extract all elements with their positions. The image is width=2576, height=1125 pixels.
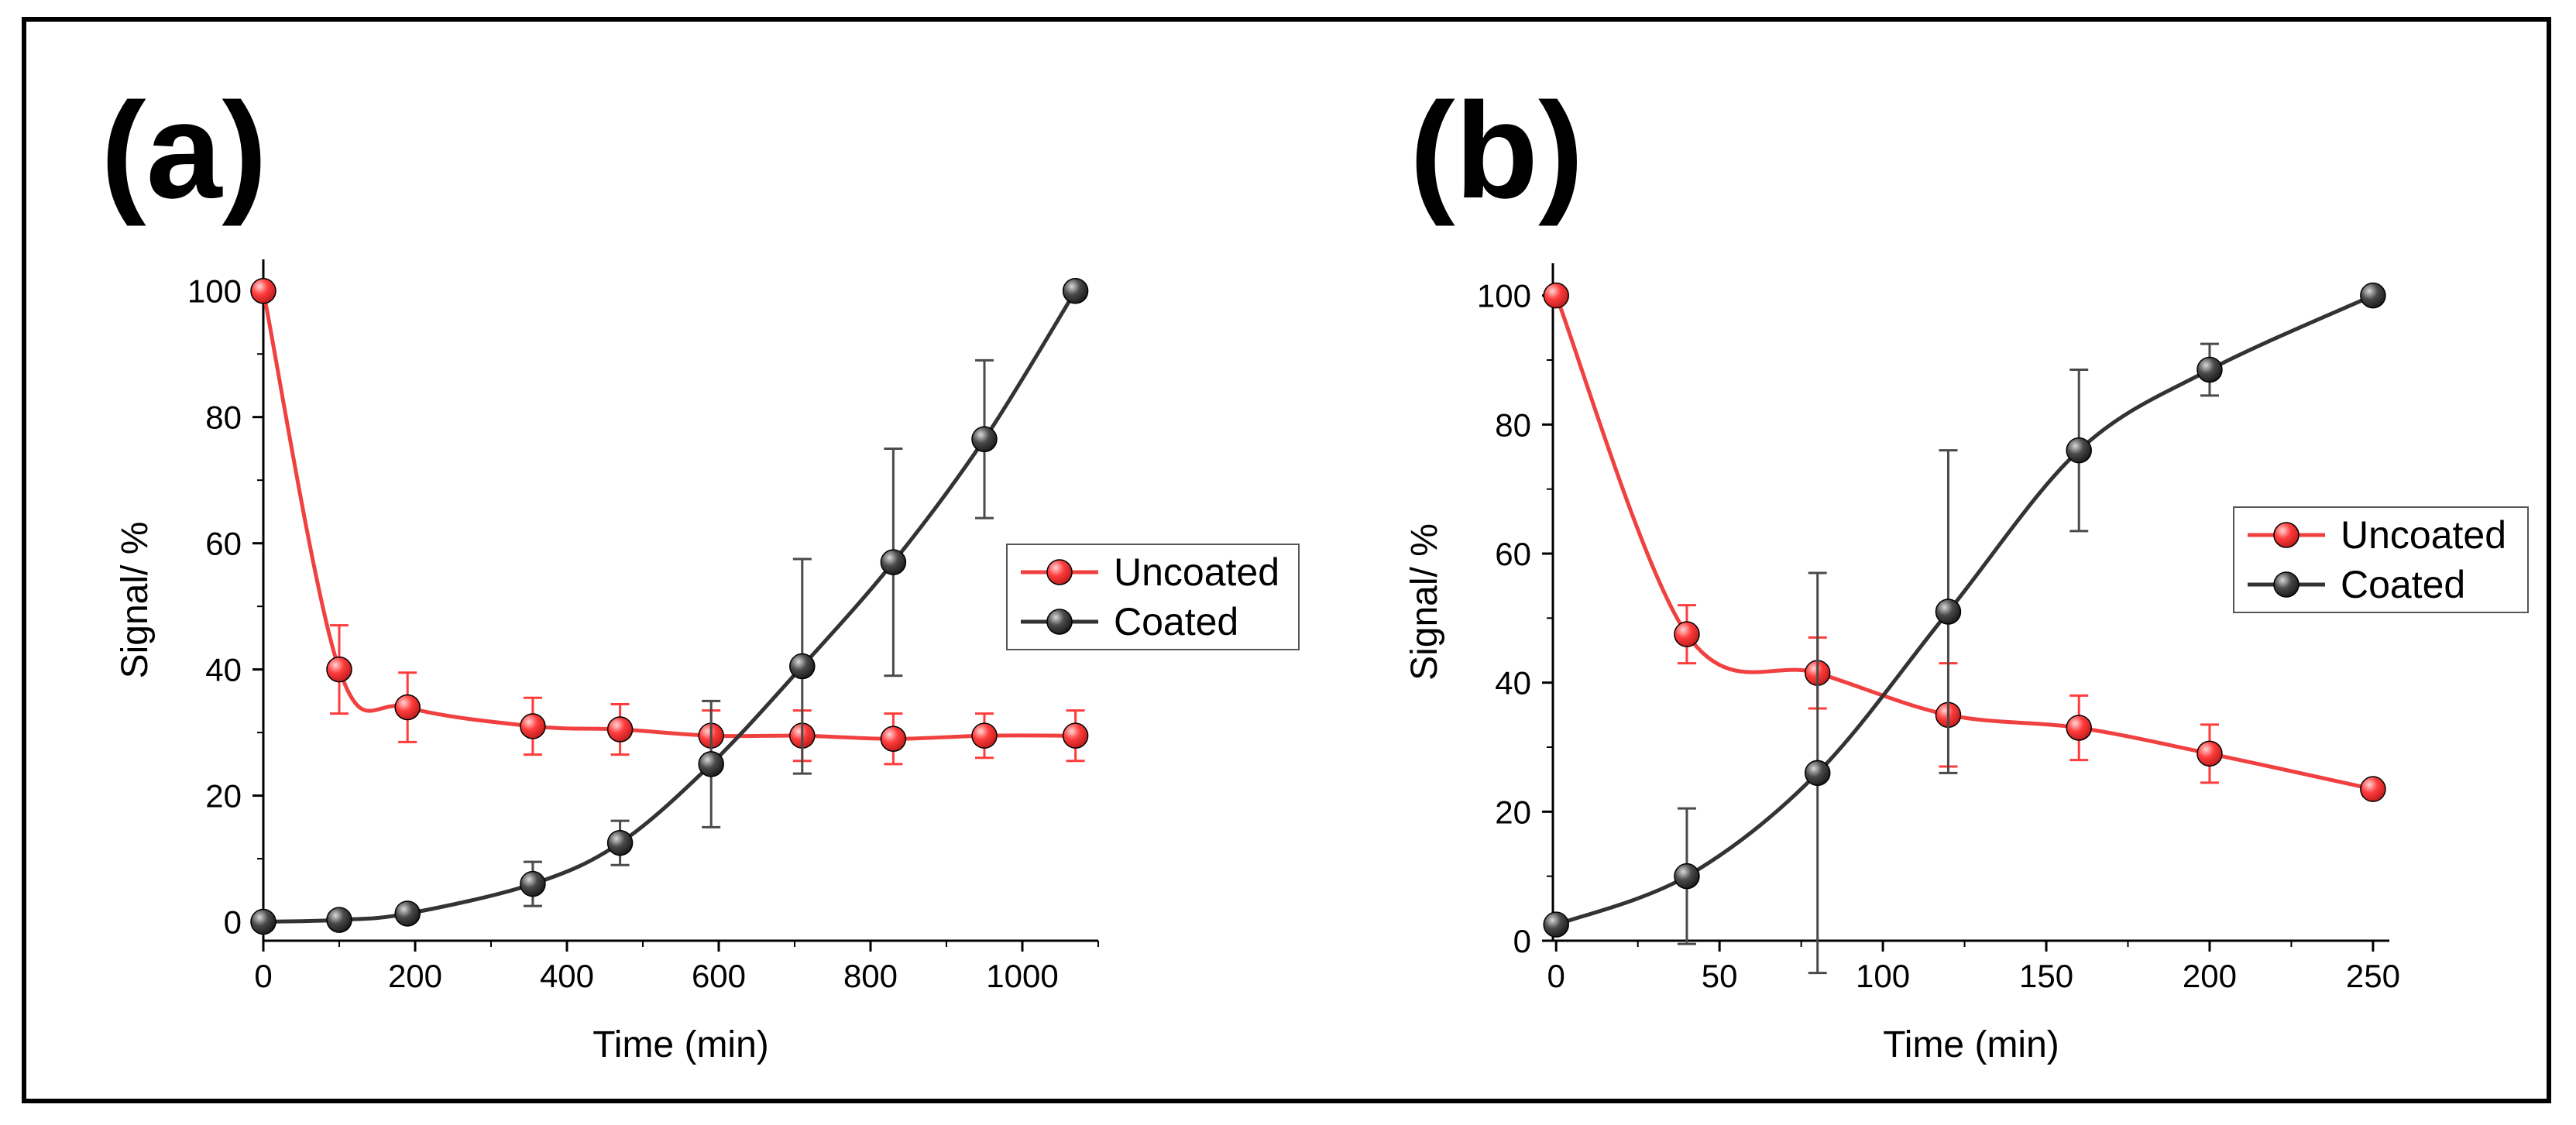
chart-a-uncoated-point-3 (520, 713, 546, 739)
chart-a-uncoated-point-2 (394, 694, 421, 721)
chart-b-legend-marker-1 (2273, 571, 2300, 598)
chart-a-ytick-label-80: 80 (205, 400, 242, 436)
chart-b-ytick-label-0: 0 (1513, 923, 1531, 959)
chart-a-ytick-label-60: 60 (205, 526, 242, 562)
chart-b-uncoated-point-5 (2196, 740, 2223, 767)
chart-b-uncoated-point-1 (1674, 621, 1700, 647)
chart-a-xtick-label-800: 800 (843, 958, 898, 994)
chart-a-coated-point-9 (1062, 277, 1089, 304)
chart-a-uncoated-line (261, 290, 1076, 741)
chart-b-xtick-label-200: 200 (2183, 958, 2237, 994)
chart-a-axes (252, 259, 1099, 952)
chart-b-uncoated-point-6 (2360, 776, 2386, 802)
chart-b-ylabel: Signal/ % (1404, 523, 1445, 681)
chart-a-uncoated-point-4 (606, 716, 634, 743)
chart-a-legend-coated: Coated (1114, 600, 1238, 643)
chart-b-ytick-label-80: 80 (1495, 406, 1531, 443)
chart-b-tick-labels: 0 20 40 60 80 100 0 50 100 150 200 250 (1477, 278, 2400, 994)
chart-b: 0 20 40 60 80 100 0 50 100 150 200 250 Time (min) S… (1404, 263, 2529, 1065)
chart-a-legend-marker-0 (1046, 559, 1073, 585)
chart-a-coated-point-6 (789, 653, 816, 680)
chart-a-coated-point-8 (971, 426, 998, 452)
chart-b-coated-point-2 (1804, 760, 1831, 787)
chart-a-legend-uncoated: Uncoated (1114, 550, 1279, 594)
chart-a-series (250, 277, 1089, 935)
chart-a-coated-point-3 (520, 870, 546, 897)
chart-b-coated-point-5 (2196, 356, 2223, 383)
chart-a-uncoated-point-1 (326, 656, 352, 683)
chart-a-uncoated-point-0 (250, 277, 276, 304)
chart-b-coated-point-0 (1543, 911, 1569, 938)
chart-b-xtick-label-100: 100 (1856, 958, 1910, 994)
chart-a-uncoated-point-7 (880, 725, 907, 753)
chart-b-uncoated-point-0 (1543, 282, 1569, 309)
chart-a-coated-point-7 (880, 549, 907, 575)
chart-a-legend: Uncoated Coated (1006, 544, 1300, 650)
chart-a-ytick-label-100: 100 (187, 273, 242, 310)
chart-a-ytick-label-40: 40 (205, 652, 242, 688)
chart-a-coated-point-1 (326, 907, 352, 933)
chart-a-coated-point-5 (698, 751, 724, 777)
chart-a-xlabel: Time (min) (592, 1024, 769, 1065)
chart-a-xtick-label-600: 600 (692, 958, 746, 994)
chart-b-coated-point-4 (2066, 437, 2092, 464)
chart-b-xtick-label-150: 150 (2019, 958, 2073, 994)
chart-a-uncoated-point-9 (1062, 722, 1089, 749)
chart-b-legend-coated: Coated (2341, 563, 2465, 606)
chart-a-xtick-label-0: 0 (254, 958, 272, 994)
chart-b-series (1543, 282, 2386, 975)
chart-a-coated-line (263, 290, 1077, 924)
panel-b-label: (b) (1410, 75, 1584, 227)
chart-b-xlabel: Time (min) (1883, 1024, 2059, 1065)
chart-b-xtick-label-0: 0 (1547, 958, 1565, 994)
chart-b-ytick-label-60: 60 (1495, 536, 1531, 572)
chart-b-ytick-label-20: 20 (1495, 794, 1531, 830)
chart-b-xtick-label-50: 50 (1702, 958, 1738, 994)
chart-b-ytick-label-40: 40 (1495, 665, 1531, 701)
chart-a-coated-point-4 (606, 829, 634, 856)
chart-b-xtick-label-250: 250 (2346, 958, 2400, 994)
chart-b-ytick-label-100: 100 (1477, 278, 1531, 314)
chart-b-uncoated-point-4 (2066, 715, 2092, 741)
chart-a-uncoated-point-8 (971, 722, 998, 749)
chart-a-coated-point-2 (394, 900, 421, 927)
chart-b-coated-point-3 (1935, 599, 1962, 625)
chart-b-coated-point-6 (2360, 282, 2386, 309)
chart-b-axes (1542, 263, 2389, 952)
chart-a-legend-marker-1 (1046, 609, 1073, 635)
chart-a-ytick-label-0: 0 (224, 904, 242, 941)
chart-a-xtick-label-1000: 1000 (986, 958, 1058, 994)
chart-a-xtick-label-200: 200 (388, 958, 442, 994)
chart-a-coated-point-0 (250, 908, 276, 935)
chart-b-legend: Uncoated Coated (2233, 506, 2529, 613)
chart-a-ytick-label-20: 20 (205, 778, 242, 815)
chart-a-ylabel: Signal/ % (115, 522, 156, 679)
chart-b-coated-point-1 (1674, 863, 1700, 890)
chart-a-xtick-label-400: 400 (540, 958, 594, 994)
panel-a-label: (a) (101, 75, 267, 227)
chart-b-legend-marker-0 (2273, 522, 2300, 548)
chart-b-legend-uncoated: Uncoated (2341, 513, 2506, 557)
